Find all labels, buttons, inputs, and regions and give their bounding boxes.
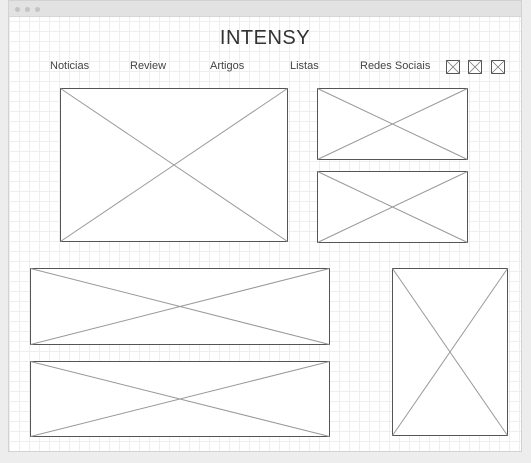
nav-item-review[interactable]: Review — [130, 60, 167, 72]
banner-image-placeholder-1[interactable] — [30, 268, 330, 345]
image-placeholder-icon — [446, 60, 460, 74]
nav-item-redes-sociais[interactable]: Redes Sociais — [360, 60, 431, 72]
image-placeholder-icon — [30, 268, 330, 345]
banner-image-placeholder-2[interactable] — [30, 361, 330, 437]
image-placeholder-icon — [468, 60, 482, 74]
image-placeholder-icon — [317, 88, 468, 160]
nav-item-listas[interactable]: Listas — [290, 60, 319, 72]
site-title: INTENSY — [219, 27, 311, 49]
nav-item-noticias[interactable]: Noticias — [50, 60, 90, 72]
image-placeholder-icon — [317, 171, 468, 243]
image-placeholder-icon — [491, 60, 505, 74]
window-dot-icon[interactable] — [15, 7, 20, 12]
browser-window: INTENSY Noticias Review Artigos Listas R… — [8, 0, 522, 452]
social-icon-1[interactable] — [446, 60, 460, 74]
social-icon-2[interactable] — [468, 60, 482, 74]
social-icon-3[interactable] — [491, 60, 505, 74]
side-image-placeholder-bottom[interactable] — [317, 171, 468, 243]
featured-image-placeholder[interactable] — [60, 88, 288, 242]
window-dot-icon[interactable] — [25, 7, 30, 12]
tall-image-placeholder[interactable] — [392, 268, 508, 436]
image-placeholder-icon — [60, 88, 288, 242]
window-titlebar — [9, 1, 521, 17]
window-dot-icon[interactable] — [35, 7, 40, 12]
side-image-placeholder-top[interactable] — [317, 88, 468, 160]
image-placeholder-icon — [392, 268, 508, 436]
image-placeholder-icon — [30, 361, 330, 437]
nav-item-artigos[interactable]: Artigos — [210, 60, 245, 72]
